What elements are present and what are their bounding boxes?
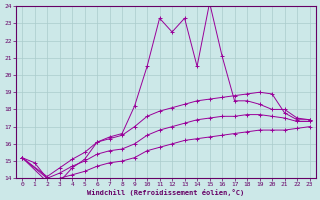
X-axis label: Windchill (Refroidissement éolien,°C): Windchill (Refroidissement éolien,°C) xyxy=(87,189,244,196)
